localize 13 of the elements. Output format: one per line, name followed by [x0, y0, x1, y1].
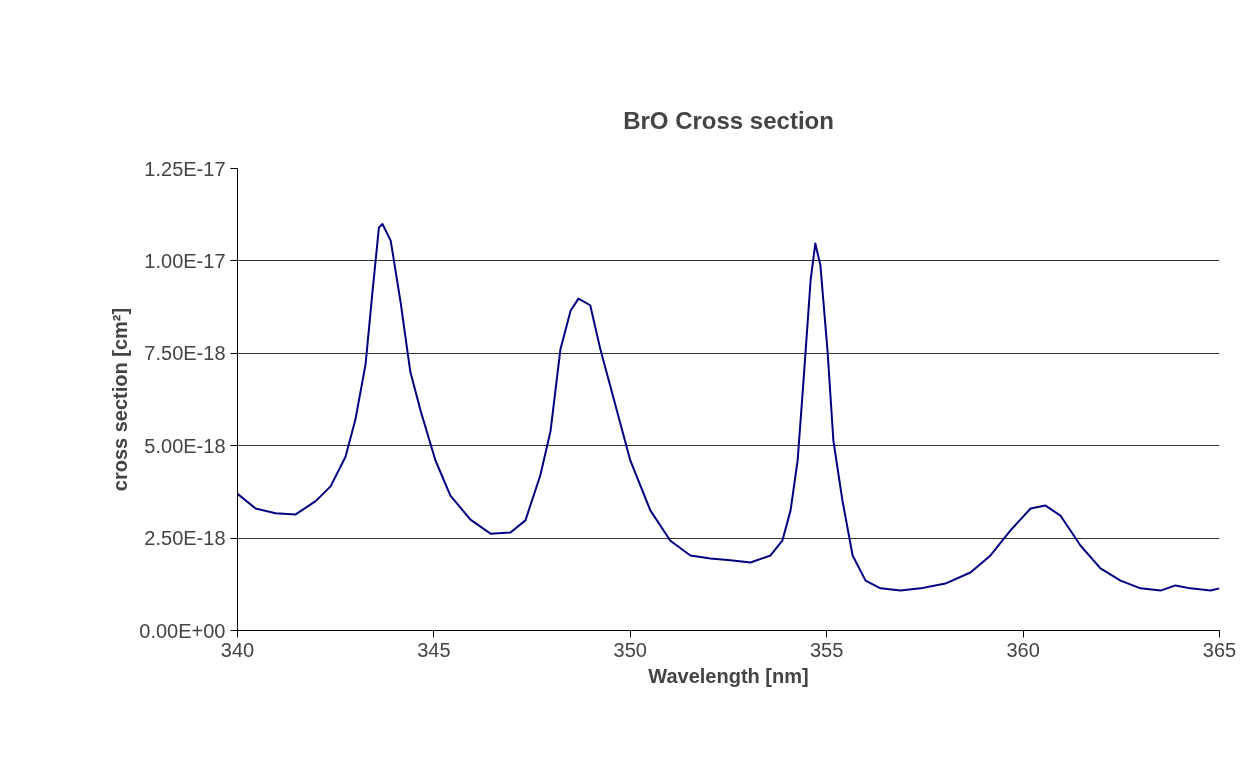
x-tick-label: 350 — [613, 638, 647, 661]
chart-title: BrO Cross section — [623, 106, 834, 134]
y-axis-title: cross section [cm²] — [109, 307, 132, 492]
x-tick-label: 345 — [417, 638, 451, 661]
y-tick-label: 7.50E-18 — [144, 342, 226, 365]
x-axis-title: Wavelength [nm] — [648, 664, 809, 687]
x-tick-label: 365 — [1202, 638, 1237, 661]
y-tick-label: 1.00E-17 — [144, 249, 226, 272]
y-tick-label: 1.25E-17 — [144, 157, 226, 180]
y-tick-label: 2.50E-18 — [144, 527, 226, 550]
x-tick-label: 360 — [1006, 638, 1040, 661]
x-tick-label: 355 — [810, 638, 844, 661]
y-tick-label: 5.00E-18 — [144, 434, 226, 457]
